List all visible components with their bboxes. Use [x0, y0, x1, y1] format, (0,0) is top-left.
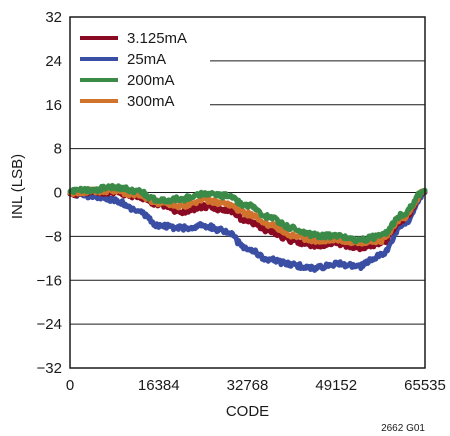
series-line-200mA — [67, 182, 428, 245]
y-axis-ticks: 32 24 16 8 0 −8 −16 −24 −32 — [37, 9, 62, 377]
y-axis-title: INL (LSB) — [9, 154, 26, 219]
series-layer — [67, 182, 428, 273]
y-tick-label: 24 — [45, 53, 62, 70]
legend: 3.125mA 25mA 200mA 300mA — [80, 30, 187, 110]
figure-id: 2662 G01 — [381, 423, 425, 434]
legend-label: 300mA — [127, 93, 175, 110]
x-tick-label: 0 — [66, 377, 74, 394]
legend-label: 3.125mA — [127, 30, 187, 47]
y-tick-label: 16 — [45, 97, 62, 114]
y-tick-label: 0 — [54, 185, 62, 202]
x-tick-label: 32768 — [227, 377, 269, 394]
series-line-25mA — [67, 189, 428, 273]
y-tick-label: −32 — [37, 360, 62, 377]
legend-label: 200mA — [127, 72, 175, 89]
x-tick-label: 65535 — [404, 377, 446, 394]
plot-frame — [69, 16, 426, 369]
y-tick-label: −16 — [37, 272, 62, 289]
y-tick-label: 32 — [45, 9, 62, 26]
legend-label: 25mA — [127, 51, 166, 68]
y-tick-label: 8 — [54, 141, 62, 158]
x-axis-title: CODE — [226, 403, 269, 420]
x-tick-label: 49152 — [315, 377, 357, 394]
y-tick-label: −24 — [37, 316, 62, 333]
y-tick-label: −8 — [45, 228, 62, 245]
x-axis-ticks: 0 16384 32768 49152 65535 — [66, 377, 446, 394]
x-tick-label: 16384 — [138, 377, 180, 394]
